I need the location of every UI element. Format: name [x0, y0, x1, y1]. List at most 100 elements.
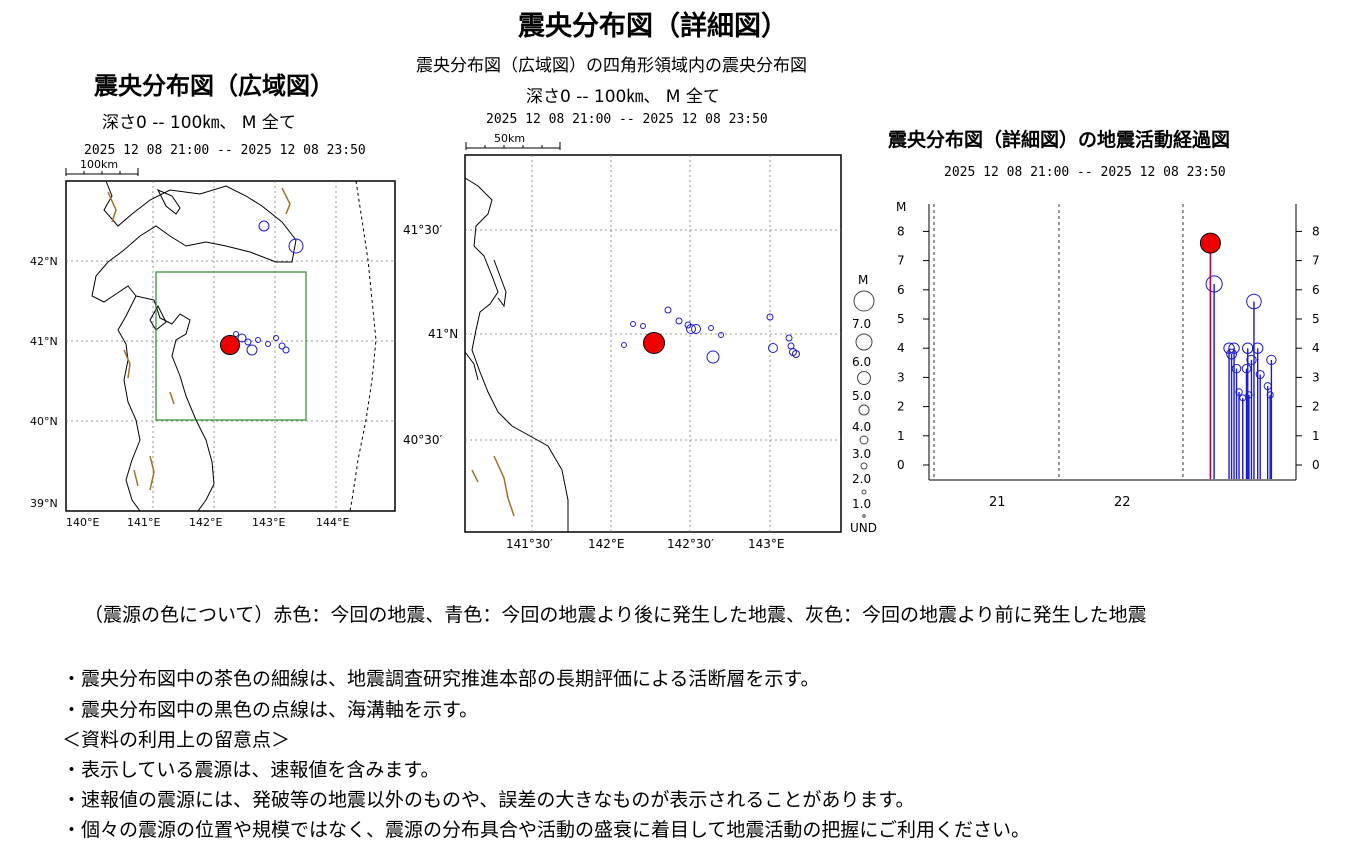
detail-map-frame [464, 154, 842, 533]
detail-mainshock-marker [643, 332, 665, 354]
wide-lat-label-39: 39°N [30, 497, 58, 510]
detail-scale-bar: 50km [465, 132, 561, 150]
timeline-left-tick-label: 2 [897, 400, 905, 414]
timeline-event-point [1242, 342, 1254, 354]
legend-label-und: UND [850, 521, 877, 535]
legend-title: M [858, 273, 868, 287]
wide-lat-label-42: 42°N [30, 255, 58, 268]
note-5: ・速報値の震源には、発破等の地震以外のものや、誤差の大きなものが表示されることが… [62, 789, 915, 811]
detail-subtitle: 震央分布図（広域図）の四角形領域内の震央分布図 [416, 56, 807, 76]
detail-coastline [464, 177, 569, 532]
timeline-left-tick-label: 0 [897, 458, 905, 472]
timeline-event-point [1255, 369, 1265, 380]
timeline-event-point [1263, 382, 1272, 391]
timeline-x-label-21: 21 [989, 495, 1006, 510]
timeline-event-point [1245, 391, 1253, 399]
detail-lat-label-41: 41°N [428, 327, 458, 341]
timeline-right-tick-label: 1 [1312, 429, 1320, 443]
detail-depth-text: 深さ0 -- 100㎞、 M 全て [526, 87, 720, 107]
wide-detail-region-box [155, 271, 307, 421]
timeline-mainshock-point [1199, 232, 1221, 254]
detail-lon-label-14130: 141°30′ [506, 537, 553, 551]
timeline-left-tick-label: 3 [897, 370, 905, 384]
detail-lon-label-142: 142°E [588, 537, 625, 551]
timeline-left-tick-label: 1 [897, 429, 905, 443]
timeline-left-tick-label: 6 [897, 283, 905, 297]
timeline-y-label: M [896, 200, 906, 214]
wide-period-text: 2025 12 08 21:00 -- 2025 12 08 23:50 [84, 143, 366, 158]
note-3: ＜資料の利用上の留意点＞ [62, 729, 291, 751]
timeline-left-tick-label: 5 [897, 312, 905, 326]
detail-lon-label-143: 143°E [748, 537, 785, 551]
legend-label-5: 5.0 [852, 389, 871, 403]
detail-grid [465, 155, 841, 532]
timeline-left-tick-label: 8 [897, 224, 905, 238]
note-2: ・震央分布図中の黒色の点線は、海溝軸を示す。 [62, 699, 479, 721]
timeline-event-point [1226, 348, 1237, 360]
timeline-event-point [1239, 394, 1247, 402]
timeline-event-point [1266, 391, 1274, 399]
timeline-left-tick-label: 7 [897, 254, 905, 268]
timeline-frame [928, 204, 1297, 481]
legend-label-7: 7.0 [852, 317, 871, 331]
detail-faults [471, 455, 515, 517]
wide-mainshock-marker [220, 335, 240, 355]
timeline-event-point [1228, 342, 1240, 354]
timeline-right-tick-label: 6 [1312, 283, 1320, 297]
timeline-period-text: 2025 12 08 21:00 -- 2025 12 08 23:50 [944, 165, 1226, 180]
page-title: 震央分布図（詳細図） [518, 11, 788, 42]
legend-label-4: 4.0 [852, 420, 871, 434]
detail-period-text: 2025 12 08 21:00 -- 2025 12 08 23:50 [486, 112, 768, 127]
wide-lon-label-143: 143°E [252, 516, 285, 529]
timeline-event-point [1223, 342, 1235, 354]
timeline-event-point [1266, 354, 1277, 366]
wide-scale-label: 100km [80, 158, 118, 171]
legend-label-3: 3.0 [852, 447, 871, 461]
detail-lat-label-4130: 41°30′ [403, 223, 443, 237]
timeline-right-tick-label: 0 [1312, 458, 1320, 472]
wide-lat-label-41: 41°N [30, 335, 58, 348]
wide-grid [66, 181, 395, 511]
note-4: ・表示している震源は、速報値を含みます。 [62, 759, 440, 781]
wide-coastline [91, 180, 297, 512]
legend-label-2: 2.0 [852, 472, 871, 486]
timeline-right-tick-label: 7 [1312, 254, 1320, 268]
timeline-hour-lines [933, 204, 1184, 480]
legend-label-1: 1.0 [852, 497, 871, 511]
timeline-right-tick-label: 5 [1312, 312, 1320, 326]
timeline-left-tick-label: 4 [897, 341, 905, 355]
wide-lon-label-144: 144°E [316, 516, 349, 529]
timeline-event-point [1246, 293, 1262, 310]
wide-map-frame [65, 180, 396, 512]
wide-scale-bar: 100km [65, 158, 139, 176]
timeline-y-axis: 8 8 7 7 6 6 5 5 4 4 3 3 2 2 1 1 0 0 [897, 224, 1320, 472]
wide-faults [107, 187, 291, 491]
wide-trench-line [349, 180, 377, 512]
magnitude-legend: M 7.0 6.0 5.0 4.0 3.0 2.0 1.0 UND [850, 273, 877, 535]
timeline-marks [1199, 232, 1277, 479]
timeline-event-point [1231, 363, 1242, 374]
wide-lon-label-142: 142°E [189, 516, 222, 529]
wide-depth-text: 深さ0 -- 100㎞、 M 全て [102, 113, 296, 133]
wide-lat-label-40: 40°N [30, 415, 58, 428]
legend-label-6: 6.0 [852, 355, 871, 369]
timeline-event-point [1235, 388, 1243, 396]
timeline-event-point [1246, 354, 1257, 366]
timeline-right-tick-label: 2 [1312, 400, 1320, 414]
detail-scale-label: 50km [494, 132, 525, 145]
timeline-right-tick-label: 4 [1312, 341, 1320, 355]
wide-lon-label-141: 141°E [127, 516, 160, 529]
note-6: ・個々の震源の位置や規模ではなく、震源の分布具合や活動の盛衰に着目して地震活動の… [62, 819, 1031, 841]
detail-lon-label-14230: 142°30′ [667, 537, 714, 551]
timeline-event-point [1252, 342, 1264, 354]
timeline-x-label-22: 22 [1114, 495, 1131, 510]
timeline-event-point [1205, 275, 1223, 293]
color-note: （震源の色について）赤色：今回の地震、青色：今回の地震より後に発生した地震、灰色… [84, 604, 1147, 626]
timeline-event-point [1241, 363, 1252, 374]
note-1: ・震央分布図中の茶色の細線は、地震調査研究推進本部の長期評価による活断層を示す。 [62, 668, 820, 690]
wide-map-title: 震央分布図（広域図） [94, 72, 334, 100]
timeline-right-tick-label: 3 [1312, 370, 1320, 384]
wide-epicenters [227, 220, 304, 356]
timeline-right-tick-label: 8 [1312, 224, 1320, 238]
wide-lon-label-140: 140°E [66, 516, 99, 529]
